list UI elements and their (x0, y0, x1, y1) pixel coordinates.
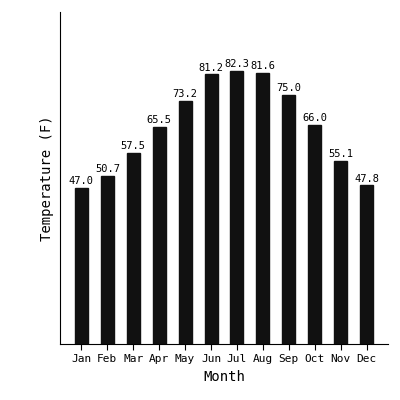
Text: 65.5: 65.5 (147, 115, 172, 125)
Bar (127, 153, 140, 344)
Text: 47.8: 47.8 (354, 174, 379, 184)
Bar (153, 126, 166, 344)
Text: 50.7: 50.7 (95, 164, 120, 174)
Bar (308, 125, 321, 344)
Text: 55.1: 55.1 (328, 150, 353, 160)
Text: 73.2: 73.2 (173, 89, 198, 99)
Bar (101, 176, 114, 344)
Bar (75, 188, 88, 344)
Bar (204, 74, 218, 344)
Text: 66.0: 66.0 (302, 113, 327, 123)
Text: 81.6: 81.6 (250, 62, 275, 72)
Bar (179, 101, 192, 344)
Bar (360, 185, 373, 344)
Bar (282, 95, 295, 344)
Bar (334, 161, 347, 344)
Text: 75.0: 75.0 (276, 83, 301, 93)
Text: 57.5: 57.5 (121, 142, 146, 152)
Text: 81.2: 81.2 (198, 63, 224, 73)
Y-axis label: Temperature (F): Temperature (F) (40, 115, 54, 241)
X-axis label: Month: Month (203, 370, 245, 384)
Bar (230, 71, 244, 344)
Text: 82.3: 82.3 (224, 59, 250, 69)
Bar (256, 73, 269, 344)
Text: 47.0: 47.0 (69, 176, 94, 186)
